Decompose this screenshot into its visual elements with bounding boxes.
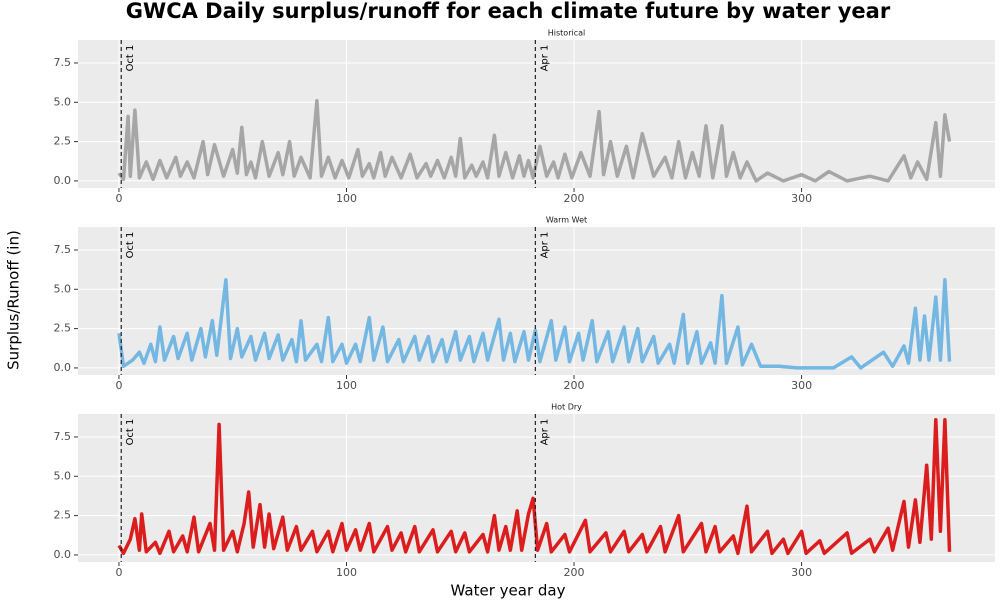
reference-label: Apr 1 [539, 232, 550, 259]
x-tick-label: 300 [791, 192, 812, 205]
facet-label: Historical [548, 29, 585, 38]
x-tick-label: 0 [115, 192, 122, 205]
facet-label: Warm Wet [546, 216, 587, 225]
y-tick-label: 5.0 [54, 282, 72, 295]
facet-label: Hot Dry [551, 403, 582, 412]
reference-label: Apr 1 [539, 419, 550, 446]
y-tick-label: 2.5 [54, 322, 72, 335]
x-tick-label: 0 [115, 379, 122, 392]
x-tick-label: 0 [115, 566, 122, 579]
y-axis-title: Surplus/Runoff (in) [5, 230, 23, 370]
y-tick-label: 7.5 [54, 430, 72, 443]
x-tick-label: 300 [791, 379, 812, 392]
y-tick-label: 0.0 [54, 548, 72, 561]
y-tick-label: 5.0 [54, 469, 72, 482]
data-line [117, 98, 952, 183]
x-tick-label: 100 [336, 192, 357, 205]
x-tick-label: 100 [336, 379, 357, 392]
data-line [117, 417, 952, 556]
y-tick-label: 0.0 [54, 361, 72, 374]
y-tick-label: 5.0 [54, 95, 72, 108]
y-tick-label: 7.5 [54, 56, 72, 69]
reference-label: Oct 1 [125, 232, 136, 259]
reference-label: Oct 1 [125, 419, 136, 446]
chart-title: GWCA Daily surplus/runoff for each clima… [126, 0, 891, 23]
x-tick-label: 200 [564, 566, 585, 579]
reference-label: Apr 1 [539, 45, 550, 72]
y-tick-label: 2.5 [54, 135, 72, 148]
y-tick-label: 7.5 [54, 243, 72, 256]
x-tick-label: 300 [791, 566, 812, 579]
data-line [117, 278, 952, 370]
reference-label: Oct 1 [125, 45, 136, 72]
x-tick-label: 200 [564, 192, 585, 205]
x-tick-label: 100 [336, 566, 357, 579]
y-tick-label: 0.0 [54, 174, 72, 187]
y-tick-label: 2.5 [54, 509, 72, 522]
x-tick-label: 200 [564, 379, 585, 392]
x-axis-title: Water year day [451, 582, 566, 600]
